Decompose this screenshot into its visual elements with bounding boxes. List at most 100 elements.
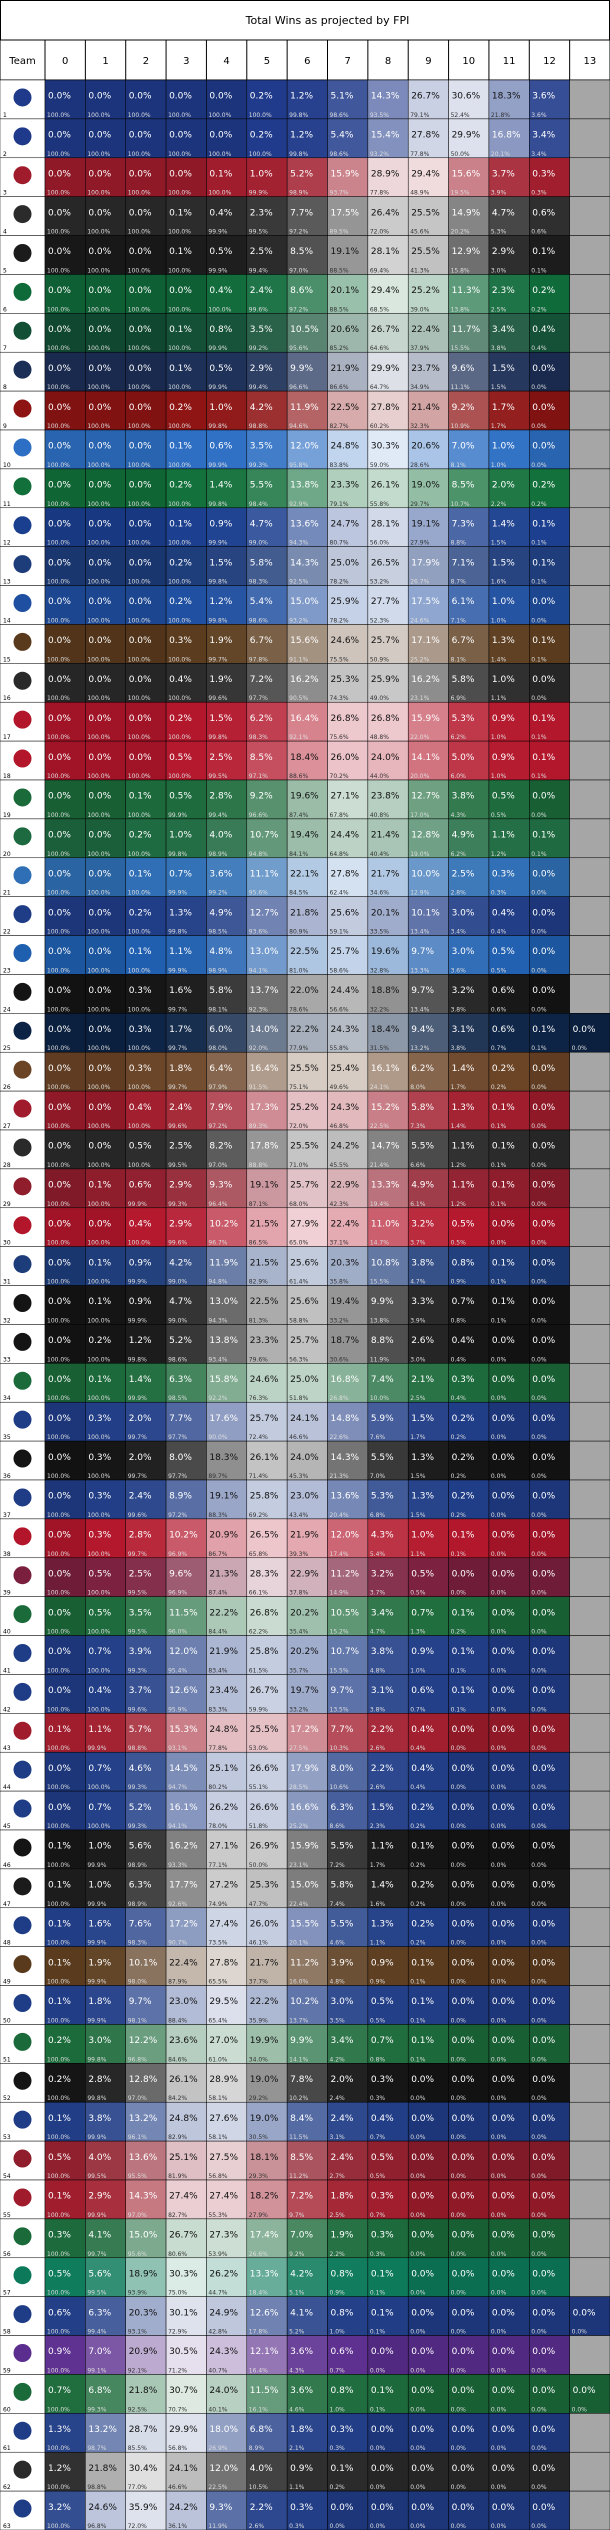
cumulative-probability: 90.5%: [289, 695, 308, 702]
team-rank: 50: [3, 2017, 11, 2024]
cumulative-probability: 7.1%: [451, 617, 467, 624]
cumulative-probability: 62.4%: [330, 890, 349, 897]
win-probability: 1.0%: [88, 1842, 111, 1852]
win-probability: 0.2%: [492, 1064, 515, 1074]
team-rank: 30: [3, 1240, 11, 1247]
probability-cell: [246, 313, 288, 353]
probability-cell: [448, 79, 490, 120]
cumulative-probability: 100.0%: [87, 229, 110, 236]
team-logo-icon: [13, 477, 32, 496]
win-probability: 8.5%: [250, 753, 273, 763]
probability-cell: [407, 79, 449, 120]
probability-cell: [125, 2101, 167, 2142]
win-probability: 3.2%: [371, 1569, 394, 1579]
probability-cell: [246, 429, 288, 470]
cumulative-probability: 100.0%: [87, 540, 110, 547]
win-probability: 9.9%: [371, 1297, 394, 1307]
cumulative-probability: 99.7%: [168, 1045, 187, 1052]
cumulative-probability: 22.4%: [289, 1901, 308, 1908]
cumulative-probability: 99.9%: [87, 1745, 106, 1752]
cumulative-probability: 100.0%: [87, 695, 110, 702]
win-probability: 0.0%: [48, 986, 71, 996]
team-logo-icon: [13, 2382, 32, 2401]
cumulative-probability: 0.2%: [410, 1823, 426, 1830]
empty-cell: [569, 429, 610, 470]
probability-cell: [407, 1829, 449, 1870]
cumulative-probability: 0.7%: [491, 1045, 507, 1052]
win-probability: 26.5%: [371, 558, 400, 568]
win-probability: 26.1%: [371, 481, 400, 491]
win-probability: 0.0%: [48, 208, 71, 218]
wins-column-header: 10: [462, 56, 475, 67]
cumulative-probability: 34.6%: [370, 890, 389, 897]
cumulative-probability: 100.0%: [47, 2484, 70, 2491]
probability-cell: [407, 1440, 449, 1481]
team-rank: 58: [3, 2329, 11, 2336]
win-probability: 3.8%: [371, 1647, 394, 1657]
cumulative-probability: 100.0%: [128, 579, 151, 586]
probability-cell: [327, 1713, 369, 1753]
empty-cell: [569, 2024, 610, 2064]
probability-cell: [448, 818, 490, 859]
cumulative-probability: 13.4%: [410, 1006, 429, 1013]
probability-cell: [407, 779, 449, 820]
cumulative-probability: 29.2%: [249, 2095, 268, 2102]
probability-cell: [165, 351, 207, 392]
probability-cell: [529, 1129, 570, 1170]
cumulative-probability: 37.7%: [249, 1979, 268, 1986]
cumulative-probability: 100.0%: [87, 734, 110, 741]
cumulative-probability: 99.0%: [249, 540, 268, 547]
win-probability: 0.1%: [88, 1181, 111, 1191]
cumulative-probability: 0.0%: [451, 1901, 467, 1908]
cumulative-probability: 0.0%: [410, 2251, 426, 2258]
win-probability: 1.1%: [371, 1842, 394, 1852]
cumulative-probability: 0.0%: [451, 2523, 467, 2530]
cumulative-probability: 87.1%: [249, 1201, 268, 1208]
probability-cell: [407, 1285, 449, 1325]
cumulative-probability: 1.7%: [451, 1084, 467, 1091]
cumulative-probability: 100.0%: [47, 1979, 70, 1986]
win-probability: 2.9%: [88, 2192, 111, 2202]
probability-cell: [246, 896, 288, 936]
cumulative-probability: 98.7%: [87, 2445, 106, 2452]
win-probability: 0.0%: [88, 403, 111, 413]
cumulative-probability: 94.7%: [168, 1784, 187, 1791]
probability-cell: [125, 1246, 167, 1286]
win-probability: 0.3%: [371, 2231, 394, 2241]
win-probability: 20.9%: [129, 2347, 158, 2357]
win-probability: 1.6%: [88, 1919, 111, 1929]
win-probability: 0.1%: [48, 2192, 71, 2202]
win-probability: 0.0%: [411, 2269, 434, 2279]
cumulative-probability: 100.0%: [47, 1045, 70, 1052]
team-logo-icon: [13, 1799, 32, 1818]
probability-cell: [367, 896, 409, 936]
cumulative-probability: 99.2%: [208, 890, 227, 897]
cumulative-probability: 7.6%: [370, 1434, 386, 1441]
cumulative-probability: 99.6%: [168, 1123, 187, 1130]
win-probability: 0.0%: [88, 169, 111, 179]
cumulative-probability: 92.2%: [208, 1395, 227, 1402]
cumulative-probability: 0.0%: [491, 2017, 507, 2024]
win-probability: 28.9%: [209, 2075, 238, 2085]
cumulative-probability: 99.9%: [208, 345, 227, 352]
cumulative-probability: 19.0%: [410, 851, 429, 858]
cumulative-probability: 97.7%: [168, 1434, 187, 1441]
win-probability: 23.6%: [169, 2036, 198, 2046]
win-probability: 6.8%: [88, 2386, 111, 2396]
win-probability: 1.3%: [452, 1103, 475, 1113]
probability-cell: [529, 1829, 570, 1870]
probability-cell: [327, 2335, 369, 2375]
win-probability: 0.1%: [48, 1997, 71, 2007]
cumulative-probability: 48.9%: [410, 190, 429, 197]
cumulative-probability: 3.7%: [370, 1590, 386, 1597]
probability-cell: [529, 663, 570, 703]
cumulative-probability: 15.5%: [370, 1279, 389, 1286]
cumulative-probability: 27.9%: [249, 2212, 268, 2219]
win-probability: 2.8%: [209, 792, 232, 802]
win-probability: 26.5%: [250, 1531, 279, 1541]
cumulative-probability: 2.5%: [491, 306, 507, 313]
win-probability: 1.3%: [169, 908, 192, 918]
win-probability: 0.0%: [492, 2464, 515, 2474]
win-probability: 0.0%: [48, 597, 71, 607]
probability-cell: [407, 2024, 449, 2064]
